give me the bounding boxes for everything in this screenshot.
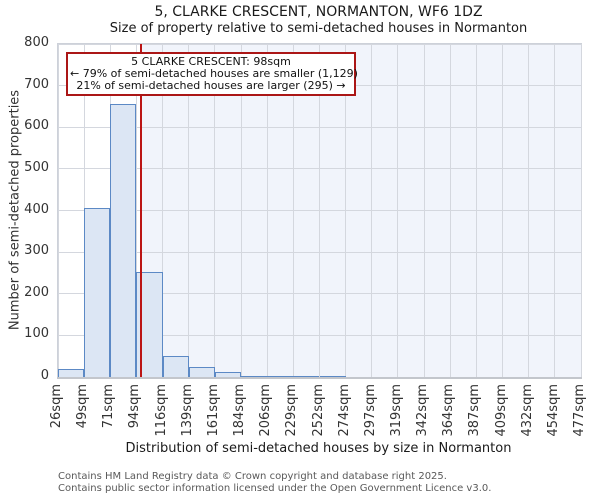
x-axis-title: Distribution of semi-detached houses by …	[125, 441, 512, 456]
horizontal-gridline	[58, 168, 581, 170]
histogram-bar	[110, 104, 137, 377]
y-tick-label: 800	[24, 35, 49, 50]
property-size-marker-line	[140, 44, 143, 377]
y-tick-label: 0	[40, 368, 49, 383]
x-tick-label: 26sqm	[49, 384, 64, 429]
y-tick-label: 300	[24, 243, 49, 259]
y-tick-label: 200	[24, 284, 49, 300]
histogram-bar	[84, 207, 111, 377]
horizontal-gridline	[58, 334, 581, 336]
vertical-gridline	[580, 44, 582, 377]
x-tick-label: 116sqm	[153, 384, 169, 437]
chart-subtitle: Size of property relative to semi-detach…	[109, 21, 528, 36]
x-tick-label: 49sqm	[75, 384, 91, 429]
x-tick-label: 432sqm	[519, 384, 535, 437]
x-tick-label: 184sqm	[232, 384, 248, 437]
histogram-bar	[188, 366, 215, 377]
x-tick-label: 319sqm	[388, 384, 404, 437]
x-tick-label: 477sqm	[572, 384, 587, 437]
histogram-bar	[241, 375, 268, 377]
x-tick-label: 364sqm	[441, 384, 457, 437]
x-tick-label: 297sqm	[362, 384, 378, 437]
footer-line1: Contains HM Land Registry data © Crown c…	[58, 471, 447, 482]
x-tick-label: 139sqm	[179, 384, 195, 437]
x-axis-line	[57, 377, 582, 379]
footer-line2: Contains public sector information licen…	[58, 482, 492, 494]
horizontal-gridline	[58, 126, 581, 128]
annotation-smaller-line: ← 79% of semi-detached houses are smalle…	[70, 67, 358, 80]
x-tick-label: 229sqm	[284, 384, 300, 437]
histogram-bar	[58, 368, 85, 377]
histogram-bar	[319, 376, 346, 377]
horizontal-gridline	[58, 251, 581, 253]
y-tick-label: 400	[24, 201, 49, 217]
x-tick-label: 274sqm	[336, 384, 352, 437]
y-tick-label: 600	[24, 118, 49, 134]
footer-attribution: Contains HM Land Registry data © Crown c…	[58, 471, 491, 494]
annotation-property-line: 5 CLARKE CRESCENT: 98sqm	[131, 55, 291, 68]
x-tick-label: 161sqm	[205, 384, 221, 437]
plot-area: 5 CLARKE CRESCENT: 98sqm ← 79% of semi-d…	[57, 43, 582, 379]
chart-title: 5, CLARKE CRESCENT, NORMANTON, WF6 1DZ	[154, 4, 483, 20]
y-tick-label: 700	[24, 76, 49, 92]
annotation-box: 5 CLARKE CRESCENT: 98sqm ← 79% of semi-d…	[66, 52, 358, 96]
histogram-bar	[267, 376, 294, 377]
annotation-larger-line: 21% of semi-detached houses are larger (…	[76, 79, 346, 92]
histogram-bar	[293, 376, 320, 377]
x-tick-label: 387sqm	[467, 384, 483, 437]
horizontal-gridline	[58, 43, 581, 45]
y-tick-label: 100	[24, 326, 49, 342]
x-tick-label: 94sqm	[127, 384, 143, 429]
histogram-bar	[162, 356, 189, 377]
horizontal-gridline	[58, 293, 581, 295]
x-tick-label: 342sqm	[415, 384, 431, 437]
x-tick-label: 206sqm	[258, 384, 274, 437]
x-tick-label: 409sqm	[493, 384, 509, 437]
y-tick-label: 500	[24, 159, 49, 175]
x-tick-label: 454sqm	[545, 384, 561, 437]
horizontal-gridline	[58, 210, 581, 211]
histogram-bar	[214, 372, 242, 377]
x-tick-label: 252sqm	[310, 384, 326, 437]
x-tick-label: 71sqm	[101, 384, 117, 429]
